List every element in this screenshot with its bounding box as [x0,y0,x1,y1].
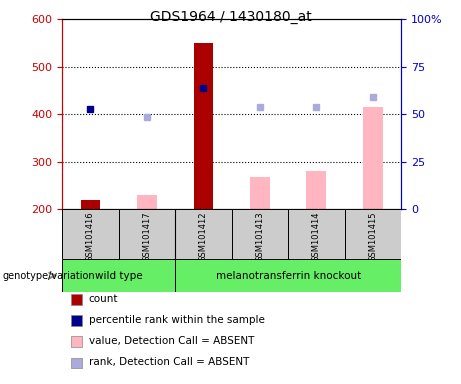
Text: melanotransferrin knockout: melanotransferrin knockout [215,270,361,281]
Text: GSM101412: GSM101412 [199,212,208,262]
Text: GSM101413: GSM101413 [255,212,265,262]
Bar [344,209,401,259]
Text: GSM101416: GSM101416 [86,212,95,262]
Bar [288,209,344,259]
Text: genotype/variation: genotype/variation [2,270,95,281]
Bar [194,43,213,209]
Text: percentile rank within the sample: percentile rank within the sample [89,315,265,325]
Text: GSM101417: GSM101417 [142,212,152,262]
Text: rank, Detection Call = ABSENT: rank, Detection Call = ABSENT [89,358,249,367]
Bar [137,195,157,209]
Text: GSM101414: GSM101414 [312,212,321,262]
Text: GSM101415: GSM101415 [368,212,378,262]
Bar [363,107,383,209]
Bar [231,209,288,259]
Text: GDS1964 / 1430180_at: GDS1964 / 1430180_at [150,10,311,23]
Bar [62,259,175,292]
Text: value, Detection Call = ABSENT: value, Detection Call = ABSENT [89,336,254,346]
Bar [81,200,100,209]
Bar [250,177,270,209]
Text: wild type: wild type [95,270,142,281]
Bar [62,209,118,259]
Bar [307,171,326,209]
Text: count: count [89,294,118,304]
Bar [175,259,401,292]
Bar [194,91,213,209]
Bar [118,209,175,259]
Bar [175,209,231,259]
